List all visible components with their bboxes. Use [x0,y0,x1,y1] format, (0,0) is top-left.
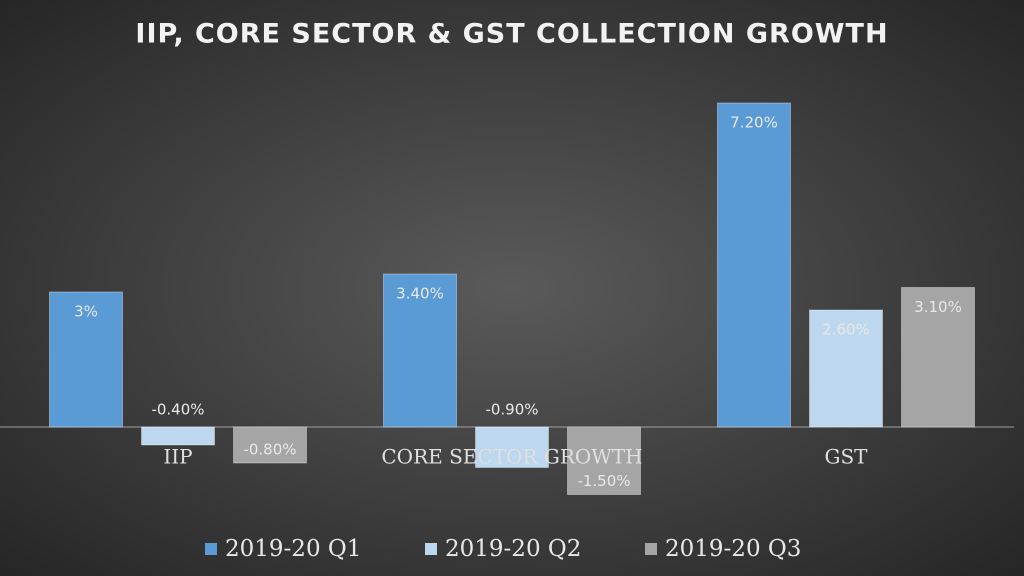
bar [809,309,883,428]
value-label: 3.10% [914,298,962,316]
x-tick-label: IIP [163,445,192,469]
bar [567,426,641,495]
x-tick-label: CORE SECTOR GROWTH [381,445,642,469]
bar [901,287,975,428]
x-tick-label: GST [824,445,868,469]
legend-label: 2019-20 Q3 [665,536,801,562]
value-label: -0.80% [243,441,296,459]
bar [717,102,791,428]
bar [383,273,457,428]
value-label: 2.60% [822,321,870,339]
value-label: -0.40% [151,401,204,419]
legend-label: 2019-20 Q1 [225,536,361,562]
legend-label: 2019-20 Q2 [445,536,581,562]
legend-swatch [645,543,657,555]
chart-title: IIP, CORE SECTOR & GST COLLECTION GROWTH [135,19,888,50]
bar [475,426,549,468]
value-label: 3.40% [396,285,444,303]
legend-swatch [205,543,217,555]
value-label: 3% [74,303,98,321]
value-label: 7.20% [730,114,778,132]
value-label: -0.90% [485,401,538,419]
bar [141,426,215,446]
legend-swatch [425,543,437,555]
bar [233,426,307,464]
bar [49,291,123,428]
value-label: -1.50% [577,472,630,490]
